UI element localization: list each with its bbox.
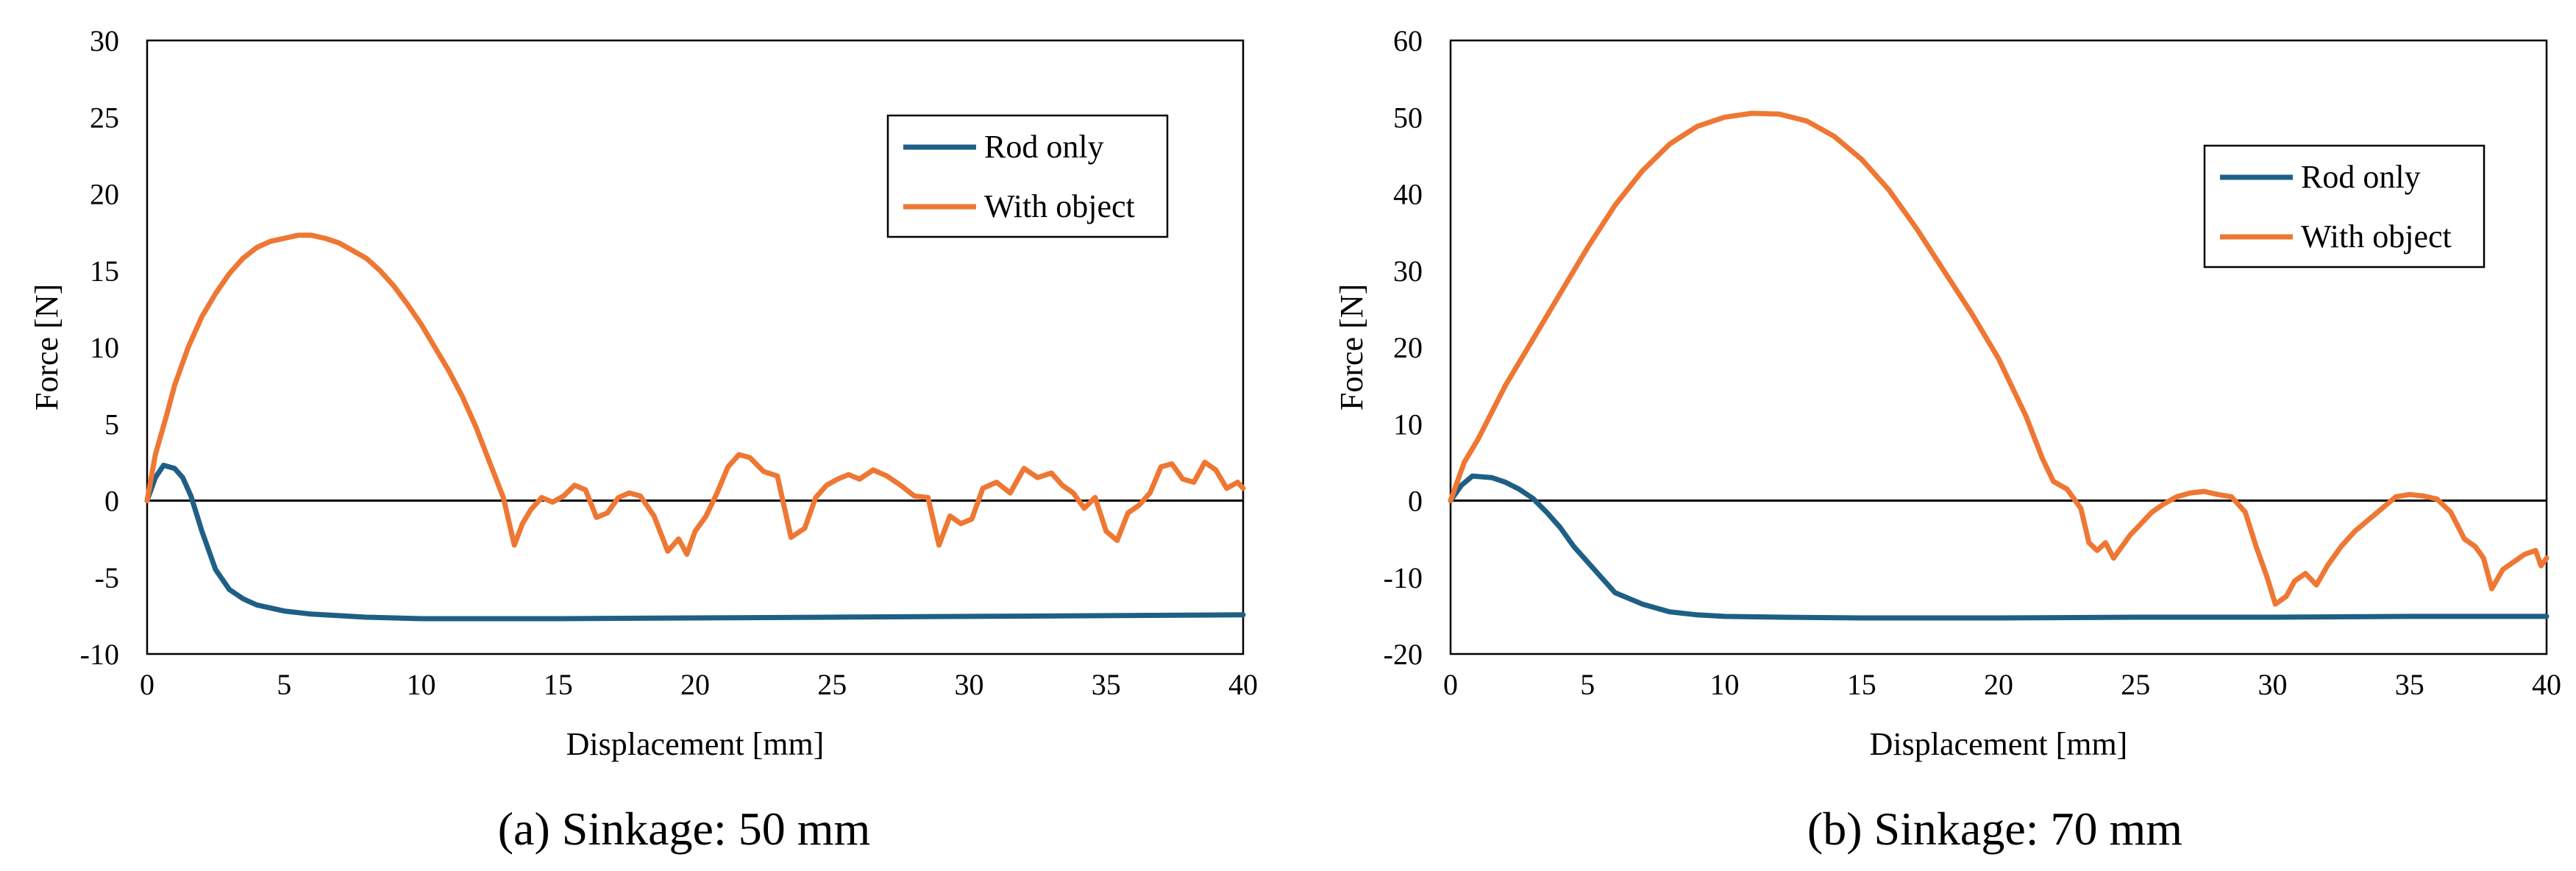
x-tick-label: 40: [1228, 668, 1258, 701]
x-tick-label: 15: [544, 668, 573, 701]
x-tick-labels-a: 0 5 10 15 20 25 30 35 40: [140, 668, 1258, 701]
legend-box-a: [886, 114, 1169, 238]
series-line-rod-only-b: [1448, 473, 2550, 621]
x-tick-label: 35: [2395, 668, 2424, 701]
x-tick-label: 5: [277, 668, 291, 701]
chart-panel-a: -10 -5 0 5 10 15 20 25 30 0 5 10 15 20 25 30 35 40 Force…: [29, 24, 1258, 855]
x-axis-label-a: Displacement [mm]: [566, 726, 825, 762]
legend-label-rod-only-a: Rod only: [984, 129, 1104, 165]
y-tick-label: -5: [95, 561, 119, 594]
x-tick-label: 40: [2532, 668, 2561, 701]
y-tick-label: 30: [90, 24, 119, 57]
y-tick-label: 5: [104, 408, 119, 441]
y-tick-label: -10: [1384, 561, 1423, 594]
y-tick-label: 15: [90, 255, 119, 288]
y-tick-labels-a: -10 -5 0 5 10 15 20 25 30: [80, 24, 119, 671]
legend-label-rod-only-b: Rod only: [2301, 159, 2421, 195]
series-lines-a: [144, 232, 1246, 622]
x-tick-label: 15: [1847, 668, 1876, 701]
legend-box-b: [2203, 144, 2486, 269]
y-tick-label: 30: [1393, 255, 1423, 288]
x-tick-label: 10: [1710, 668, 1740, 701]
y-tick-label: 50: [1393, 101, 1423, 134]
y-tick-label: -10: [80, 638, 119, 671]
y-tick-label: -20: [1384, 638, 1423, 671]
caption-b: (b) Sinkage: 70 mm: [1807, 803, 2182, 855]
y-tick-label: 25: [90, 101, 119, 134]
x-tick-label: 5: [1580, 668, 1595, 701]
x-tick-label: 30: [2258, 668, 2288, 701]
y-axis-label-b: Force [N]: [1334, 284, 1370, 410]
series-line-rod-only-a: [144, 463, 1246, 622]
y-tick-label: 10: [1393, 408, 1423, 441]
y-tick-label: 40: [1393, 178, 1423, 211]
x-tick-label: 10: [407, 668, 436, 701]
y-tick-labels-b: -20 -10 0 10 20 30 40 50 60: [1384, 24, 1423, 671]
x-tick-label: 25: [817, 668, 847, 701]
x-tick-label: 35: [1092, 668, 1121, 701]
legend-label-with-object-a: With object: [984, 188, 1135, 224]
y-tick-label: 20: [1393, 331, 1423, 364]
x-tick-label: 30: [955, 668, 984, 701]
y-axis-label-a: Force [N]: [29, 284, 65, 410]
series-line-with-object-b: [1448, 110, 2550, 607]
x-tick-label: 20: [1984, 668, 2013, 701]
x-tick-label: 25: [2121, 668, 2150, 701]
x-tick-label: 20: [680, 668, 710, 701]
y-tick-label: 60: [1393, 24, 1423, 57]
x-tick-labels-b: 0 5 10 15 20 25 30 35 40: [1443, 668, 2561, 701]
legend-b: Rod only With object: [2203, 144, 2486, 269]
y-tick-label: 0: [1408, 485, 1423, 518]
legend-label-with-object-b: With object: [2301, 218, 2452, 255]
series-lines-b: [1448, 110, 2550, 621]
chart-panel-b: -20 -10 0 10 20 30 40 50 60 0 5 10 15 20 25 30 35 40 For…: [1334, 24, 2561, 855]
caption-a: (a) Sinkage: 50 mm: [498, 803, 871, 855]
x-tick-label: 0: [1443, 668, 1458, 701]
y-tick-label: 20: [90, 178, 119, 211]
x-tick-label: 0: [140, 668, 154, 701]
y-tick-label: 0: [104, 485, 119, 518]
y-tick-label: 10: [90, 331, 119, 364]
series-line-with-object-a: [144, 232, 1246, 557]
legend-a: Rod only With object: [886, 114, 1169, 238]
plot-area-b: [1449, 39, 2548, 655]
x-axis-label-b: Displacement [mm]: [1870, 726, 2128, 762]
